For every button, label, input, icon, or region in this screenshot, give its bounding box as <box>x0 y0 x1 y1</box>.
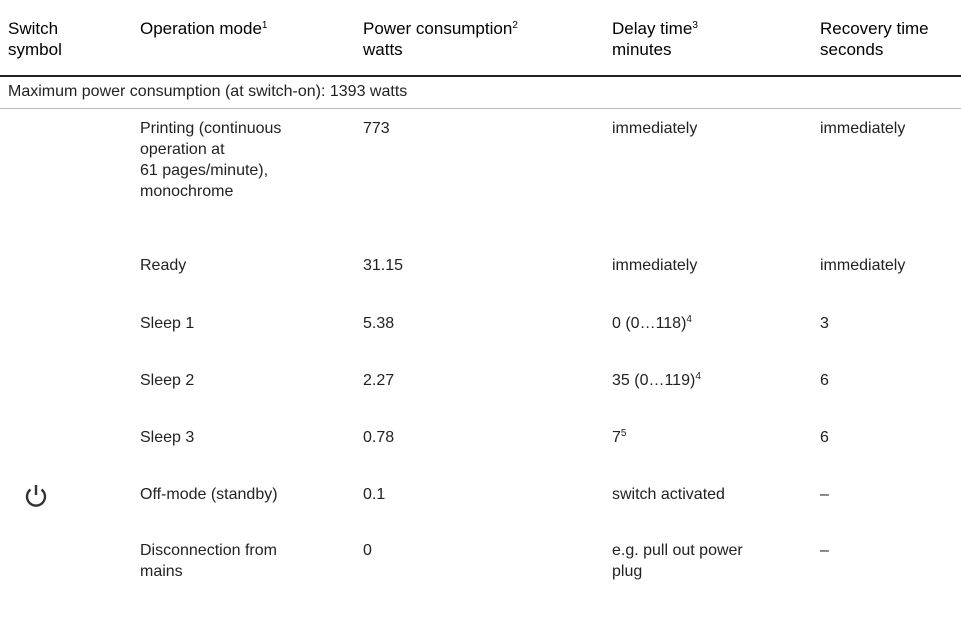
mode-cell: Printing (continuous operation at 61 pages… <box>140 118 281 202</box>
line: switch activated <box>612 486 725 503</box>
recovery-cell: 6 <box>820 372 829 389</box>
header-cell: Recovery time seconds <box>820 18 929 60</box>
recovery-cell: – <box>820 486 829 503</box>
line: Operation mode1 <box>140 19 268 38</box>
mode-cell: Sleep 1 <box>140 313 194 334</box>
header-cell: Delay time3 minutes <box>612 18 698 60</box>
line: Off-mode (standby) <box>140 486 278 503</box>
footnote-mark: 5 <box>620 428 627 439</box>
delay-cell: switch activated <box>612 484 725 505</box>
power-cell: 0 <box>363 542 372 559</box>
header-cell: Operation mode1 <box>140 18 267 39</box>
line: Recovery time <box>820 19 929 38</box>
line: immediately <box>612 257 698 274</box>
recovery-cell: 6 <box>820 429 829 446</box>
line: plug <box>612 563 643 580</box>
delay-cell: 0 (0…118)4 <box>612 313 692 334</box>
power-cell: 5.38 <box>363 315 395 332</box>
recovery-cell: 3 <box>820 315 829 332</box>
mode-cell: Ready <box>140 255 186 276</box>
footnote-mark: 1 <box>261 20 268 31</box>
line: seconds <box>820 40 884 59</box>
delay-cell: immediately <box>612 255 697 276</box>
line: mains <box>140 563 183 580</box>
line: immediately <box>612 120 698 137</box>
line: 75 <box>612 428 627 447</box>
recovery-cell: immediately <box>820 257 906 274</box>
mode-cell: Sleep 3 <box>140 427 194 448</box>
power-cell: 0.78 <box>363 429 395 446</box>
line: 61 pages/minute), <box>140 162 269 179</box>
footnote-mark: 4 <box>686 314 692 325</box>
line: 35 (0…119)4 <box>612 371 701 390</box>
line: e.g. pull out power <box>612 542 743 559</box>
line: operation at <box>140 141 225 158</box>
power-cell: 2.27 <box>363 372 395 389</box>
recovery-cell: immediately <box>820 120 906 137</box>
power-cell: 773 <box>363 120 390 137</box>
delay-cell: e.g. pull out power plug <box>612 540 743 582</box>
line: Sleep 1 <box>140 315 195 332</box>
section-rule <box>0 108 961 109</box>
line: 0 (0…118)4 <box>612 314 692 333</box>
power-cell: 31.15 <box>363 257 404 274</box>
footnote-mark: 4 <box>695 371 701 382</box>
line: Power consumption2 <box>363 19 518 38</box>
footnote-mark: 2 <box>512 20 518 31</box>
power-icon <box>25 485 47 507</box>
section-row: Maximum power consumption (at switch-on)… <box>8 83 408 100</box>
delay-cell: immediately <box>612 118 697 139</box>
mode-cell: Disconnection from mains <box>140 540 277 582</box>
footnote-mark: 3 <box>692 20 698 31</box>
delay-cell: 75 <box>612 427 626 448</box>
line: symbol <box>8 40 62 59</box>
mode-cell: Off-mode (standby) <box>140 484 278 505</box>
line: Switch <box>8 19 59 38</box>
line: Ready <box>140 257 187 274</box>
line: watts <box>363 40 403 59</box>
delay-cell: 35 (0…119)4 <box>612 370 701 391</box>
line: monochrome <box>140 183 234 200</box>
power-cell: 0.1 <box>363 486 386 503</box>
line: minutes <box>612 40 672 59</box>
line: Delay time3 <box>612 19 698 38</box>
header-cell: Switch symbol <box>8 18 62 60</box>
mode-cell: Sleep 2 <box>140 370 194 391</box>
header-rule <box>0 75 961 77</box>
line: Printing (continuous <box>140 120 282 137</box>
line: Sleep 2 <box>140 372 195 389</box>
line: Sleep 3 <box>140 429 195 446</box>
header-cell: Power consumption2 watts <box>363 18 518 60</box>
line: Disconnection from <box>140 542 277 559</box>
recovery-cell: – <box>820 542 829 559</box>
